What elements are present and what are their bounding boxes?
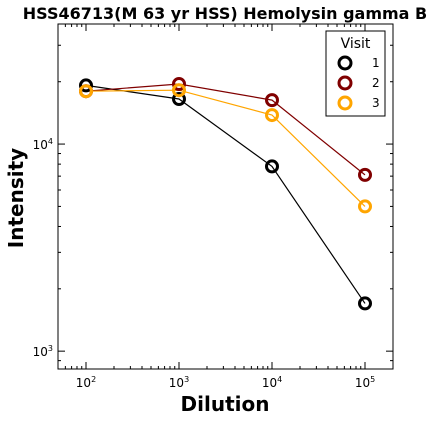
series-3-point: [265, 108, 280, 123]
series-1-line: [85, 84, 366, 304]
x-axis-label: Dilution: [181, 392, 270, 416]
legend-label-1: 1: [372, 56, 380, 70]
x-tick-label: 105: [355, 375, 375, 390]
legend-title: Visit: [341, 36, 371, 52]
legend-marker-1: [337, 55, 353, 71]
legend-marker-2: [337, 75, 353, 91]
series-2-point: [358, 167, 373, 182]
legend-marker-3: [337, 95, 353, 111]
plot-frame: [57, 23, 394, 370]
x-tick-label: 103: [169, 375, 189, 390]
x-tick-label: 104: [262, 375, 282, 390]
y-tick-label: 104: [33, 137, 53, 152]
series-3-point: [78, 84, 93, 99]
series-1-point: [171, 92, 186, 107]
series-2-point: [171, 77, 186, 92]
legend-label-2: 2: [372, 76, 380, 90]
legend-label-3: 3: [372, 96, 380, 110]
legend-box: [325, 30, 386, 117]
series-3-point: [171, 83, 186, 98]
series-3-line: [85, 89, 366, 207]
y-axis-label: Intensity: [4, 148, 28, 248]
plot-area: 102 103 104 105 103 104: [33, 23, 394, 390]
series-1-point: [358, 296, 373, 311]
series-2-line: [85, 83, 366, 176]
series-1-point: [78, 78, 93, 93]
series-1-point: [265, 159, 280, 174]
series-2-point: [265, 93, 280, 108]
x-tick-label: 102: [76, 375, 96, 390]
y-tick-label: 103: [33, 344, 53, 359]
series-3-point: [358, 199, 373, 214]
chart-title: HSS46713(M 63 yr HSS) Hemolysin gamma B: [23, 4, 427, 23]
